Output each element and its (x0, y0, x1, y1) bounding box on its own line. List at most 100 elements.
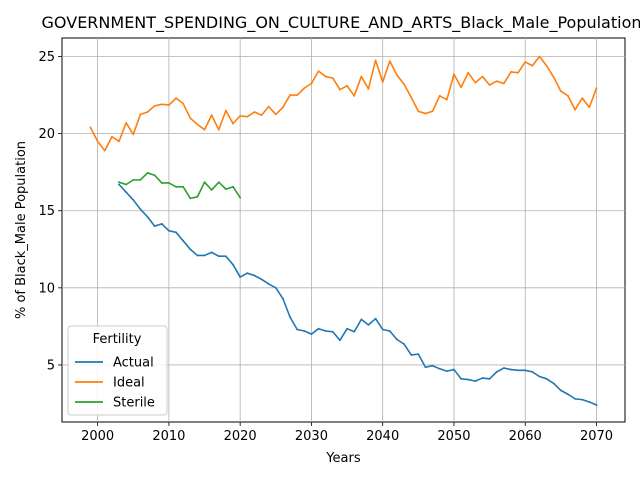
data-point-actual (553, 383, 555, 385)
data-point-actual (517, 369, 519, 371)
data-point-actual (560, 389, 562, 391)
data-point-actual (139, 208, 141, 210)
data-point-sterile (161, 182, 163, 184)
data-point-ideal (132, 133, 134, 135)
data-point-actual (332, 331, 334, 333)
legend-label-ideal: Ideal (113, 376, 145, 391)
data-point-ideal (175, 97, 177, 99)
data-point-actual (232, 264, 234, 266)
data-point-ideal (432, 110, 434, 112)
data-point-actual (125, 191, 127, 193)
data-point-ideal (239, 115, 241, 117)
data-point-actual (474, 380, 476, 382)
data-point-actual (453, 369, 455, 371)
legend-label-sterile: Sterile (113, 396, 155, 411)
data-point-sterile (147, 172, 149, 174)
data-point-ideal (139, 113, 141, 115)
data-point-ideal (118, 140, 120, 142)
chart-title: GOVERNMENT_SPENDING_ON_CULTURE_AND_ARTS_… (42, 13, 640, 33)
data-point-ideal (282, 107, 284, 109)
data-point-ideal (168, 104, 170, 106)
data-point-ideal (596, 87, 598, 89)
data-point-ideal (254, 111, 256, 113)
data-point-actual (325, 330, 327, 332)
data-point-ideal (539, 56, 541, 58)
data-point-ideal (446, 99, 448, 101)
data-point-actual (417, 353, 419, 355)
data-point-ideal (353, 95, 355, 97)
data-point-sterile (132, 179, 134, 181)
data-point-ideal (147, 111, 149, 113)
data-point-actual (118, 184, 120, 186)
series-line-sterile (119, 173, 240, 198)
data-point-ideal (218, 129, 220, 131)
data-point-actual (303, 330, 305, 332)
data-point-actual (168, 230, 170, 232)
x-axis-label: Years (325, 451, 361, 466)
data-point-ideal (204, 129, 206, 131)
data-point-actual (382, 329, 384, 331)
data-point-actual (311, 333, 313, 335)
data-point-ideal (531, 65, 533, 67)
data-point-ideal (289, 94, 291, 96)
data-point-actual (182, 240, 184, 242)
x-tick-label: 2020 (224, 429, 257, 444)
data-point-ideal (296, 94, 298, 96)
x-tick-label: 2030 (295, 429, 328, 444)
data-point-sterile (204, 181, 206, 183)
data-point-ideal (189, 117, 191, 119)
data-point-ideal (125, 122, 127, 124)
data-point-ideal (368, 88, 370, 90)
data-point-ideal (339, 89, 341, 91)
data-point-ideal (489, 84, 491, 86)
data-point-actual (318, 328, 320, 330)
y-tick-label: 25 (38, 50, 55, 65)
x-tick-label: 2050 (437, 429, 470, 444)
data-point-sterile (168, 182, 170, 184)
data-point-ideal (97, 140, 99, 142)
data-point-ideal (396, 74, 398, 76)
data-point-ideal (182, 103, 184, 105)
data-point-actual (588, 401, 590, 403)
data-point-actual (254, 275, 256, 277)
data-point-actual (503, 367, 505, 369)
data-point-actual (460, 378, 462, 380)
data-point-ideal (303, 87, 305, 89)
y-tick-label: 10 (38, 281, 55, 296)
data-point-sterile (211, 189, 213, 191)
data-point-sterile (189, 197, 191, 199)
data-point-sterile (118, 181, 120, 183)
data-point-actual (439, 368, 441, 370)
data-point-ideal (325, 76, 327, 78)
data-point-actual (581, 399, 583, 401)
data-point-ideal (467, 72, 469, 74)
series-line-ideal (91, 57, 597, 151)
data-point-actual (539, 376, 541, 378)
data-point-actual (346, 328, 348, 330)
data-point-ideal (318, 70, 320, 72)
data-point-ideal (574, 109, 576, 111)
y-tick-label: 15 (38, 204, 55, 219)
data-point-ideal (232, 123, 234, 125)
data-point-sterile (225, 188, 227, 190)
data-point-ideal (275, 113, 277, 115)
data-point-sterile (182, 186, 184, 188)
data-point-actual (154, 225, 156, 227)
data-point-ideal (346, 85, 348, 87)
data-point-actual (204, 255, 206, 257)
data-point-actual (246, 272, 248, 274)
data-point-actual (489, 378, 491, 380)
x-tick-label: 2040 (366, 429, 399, 444)
data-point-actual (425, 366, 427, 368)
data-point-ideal (439, 95, 441, 97)
data-point-ideal (111, 136, 113, 138)
data-point-actual (375, 318, 377, 320)
data-point-sterile (197, 196, 199, 198)
y-tick-label: 20 (38, 127, 55, 142)
data-point-sterile (232, 186, 234, 188)
data-point-ideal (375, 59, 377, 61)
data-point-actual (567, 393, 569, 395)
data-point-actual (467, 379, 469, 381)
data-point-ideal (360, 76, 362, 78)
